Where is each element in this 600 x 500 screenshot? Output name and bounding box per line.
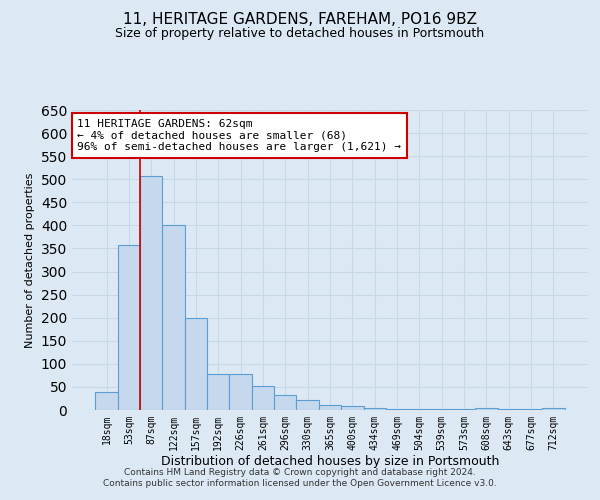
Bar bbox=[229, 374, 252, 410]
Bar bbox=[207, 374, 229, 410]
Text: Distribution of detached houses by size in Portsmouth: Distribution of detached houses by size … bbox=[161, 454, 499, 468]
Bar bbox=[140, 176, 163, 410]
Bar bbox=[386, 408, 408, 410]
Bar bbox=[520, 409, 542, 410]
Bar bbox=[431, 409, 453, 410]
Bar bbox=[364, 408, 386, 410]
Bar bbox=[185, 318, 207, 410]
Bar bbox=[475, 408, 497, 410]
Y-axis label: Number of detached properties: Number of detached properties bbox=[25, 172, 35, 348]
Bar bbox=[95, 392, 118, 410]
Bar bbox=[163, 226, 185, 410]
Bar bbox=[118, 245, 140, 410]
Text: 11 HERITAGE GARDENS: 62sqm
← 4% of detached houses are smaller (68)
96% of semi-: 11 HERITAGE GARDENS: 62sqm ← 4% of detac… bbox=[77, 119, 401, 152]
Text: 11, HERITAGE GARDENS, FAREHAM, PO16 9BZ: 11, HERITAGE GARDENS, FAREHAM, PO16 9BZ bbox=[123, 12, 477, 28]
Bar bbox=[341, 406, 364, 410]
Bar bbox=[274, 395, 296, 410]
Bar bbox=[497, 409, 520, 410]
Bar bbox=[319, 405, 341, 410]
Bar bbox=[453, 409, 475, 410]
Text: Size of property relative to detached houses in Portsmouth: Size of property relative to detached ho… bbox=[115, 28, 485, 40]
Bar bbox=[542, 408, 565, 410]
Bar bbox=[252, 386, 274, 410]
Text: Contains HM Land Registry data © Crown copyright and database right 2024.
Contai: Contains HM Land Registry data © Crown c… bbox=[103, 468, 497, 487]
Bar bbox=[296, 400, 319, 410]
Bar bbox=[408, 409, 431, 410]
